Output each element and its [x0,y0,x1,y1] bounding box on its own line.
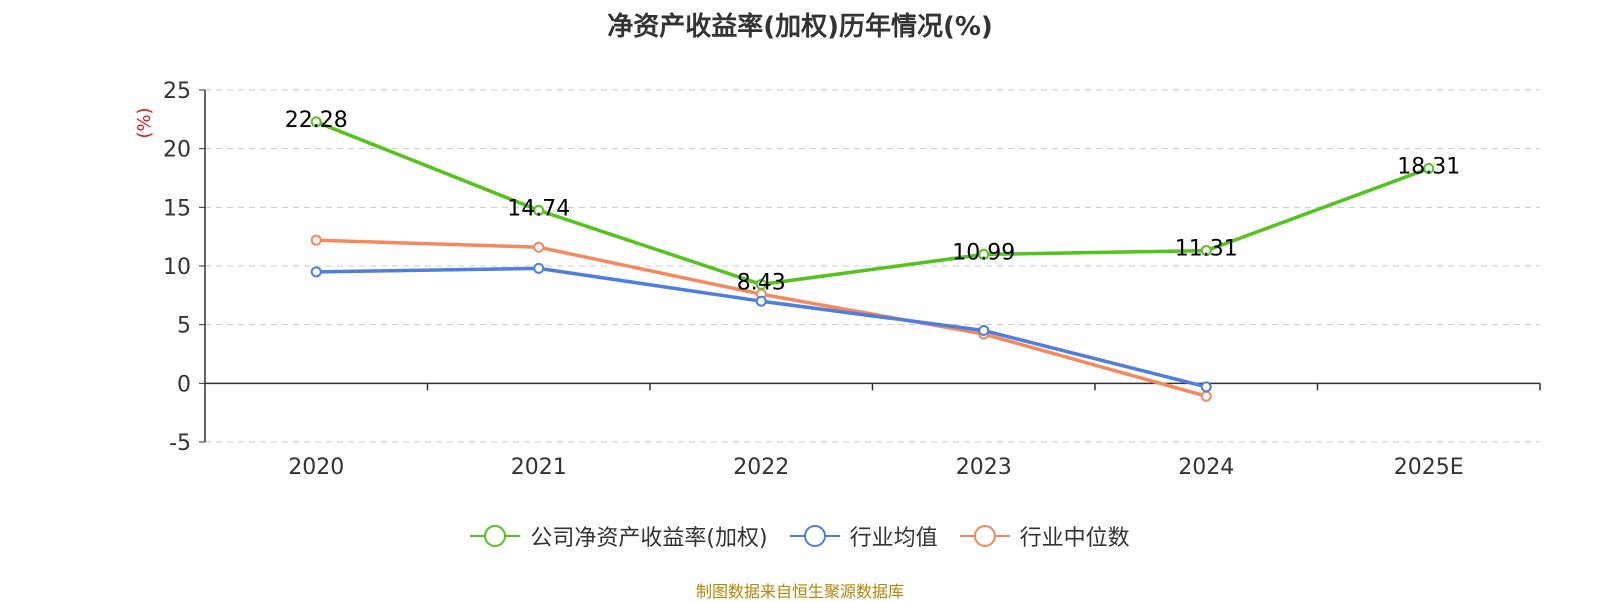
chart-title: 净资产收益率(加权)历年情况(%) [607,12,993,42]
legend: 公司净资产收益率(加权) 行业均值 行业中位数 [0,520,1600,552]
data-label: 14.74 [507,196,570,221]
data-label: 22.28 [285,108,348,133]
x-tick-label: 2022 [733,455,789,480]
data-label: 8.43 [737,270,786,295]
series-line [315,120,1430,287]
legend-item[interactable]: 公司净资产收益率(加权) [470,520,768,552]
legend-marker-icon [789,525,840,547]
y-tick-label: 5 [177,314,191,339]
x-tick-label: 2020 [288,455,344,480]
legend-label: 行业中位数 [1019,526,1130,551]
x-tick-label: 2023 [956,455,1012,480]
data-point [1423,162,1435,174]
axes: -5 0 5 10 15 20 25 2020 2021 2022 2023 2024 2025E (%) [134,79,1541,480]
y-tick-label: 10 [163,255,191,280]
data-point [310,116,322,128]
data-labels: 22.28 14.74 8.43 10.99 11.31 18.31 [285,108,1460,296]
data-point [978,325,990,337]
x-tick-label: 2024 [1178,455,1234,480]
data-point [755,295,767,307]
data-point [1200,390,1212,402]
y-tick-label: -5 [169,431,191,456]
data-label: 18.31 [1397,154,1460,179]
source-note: 制图数据来自恒生聚源数据库 [695,582,904,601]
data-point [533,262,545,274]
series-line [316,238,1207,398]
data-point [1200,245,1212,257]
data-label: 11.31 [1175,237,1238,262]
legend-label: 行业均值 [849,526,938,551]
data-point [310,234,322,246]
legend-marker-icon [470,525,521,547]
data-point [310,266,322,278]
legend-label: 公司净资产收益率(加权) [530,526,768,551]
data-point [755,278,767,290]
legend-item[interactable]: 行业中位数 [959,520,1130,552]
y-tick-label: 15 [163,196,191,221]
data-label: 10.99 [952,240,1015,265]
grid-lines [205,89,1540,443]
x-tick-label: 2021 [511,455,567,480]
y-tick-label: 25 [163,79,191,104]
data-point [978,248,990,260]
data-point [533,204,545,216]
y-axis-label: (%) [134,107,155,138]
y-tick-label: 0 [177,372,191,397]
x-tick-label: 2025E [1394,455,1464,480]
legend-item[interactable]: 行业均值 [789,520,938,552]
data-point [533,241,545,253]
y-tick-label: 20 [163,138,191,163]
legend-marker-icon [959,525,1010,547]
series-lines [310,116,1435,402]
data-point [1200,381,1212,393]
